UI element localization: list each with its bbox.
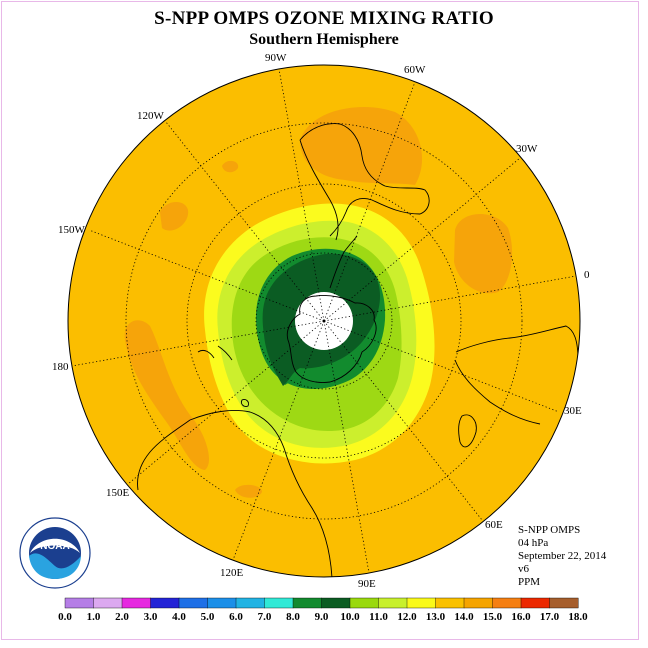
lon-label-60w: 60W [404,64,426,76]
colorbar-tick-label: 17.0 [540,611,560,623]
info-version: v6 [518,563,529,575]
lon-label-150e: 150E [106,487,130,499]
colorbar-tick-label: 16.0 [511,611,531,623]
coast-africa [454,325,579,425]
colorbar-tick-label: 11.0 [369,611,388,623]
colorbar-tick-label: 9.0 [315,611,329,623]
latitude-circle-45s [186,183,462,459]
colorbar-swatch [93,597,123,609]
coast-madagascar [458,414,477,448]
colorbar-tick-label: 8.0 [286,611,300,623]
colorbar-tick-label: 13.0 [426,611,446,623]
colorbar-tick-label: 6.0 [229,611,243,623]
colorbar-swatch [264,597,294,609]
lon-label-30e: 30E [564,405,582,417]
high-patch-pacific [124,320,210,470]
latitude-circle-60s [255,252,393,390]
map-title: S-NPP OMPS OZONE MIXING RATIO [154,8,494,29]
product-info: S-NPP OMPS 04 hPa September 22, 2014 v6 … [518,524,606,589]
meridian-150w [88,229,325,322]
coast-south-america-west [299,139,339,241]
meridian-150e [127,320,325,485]
coastlines [137,123,579,577]
latitude-circle-30s [125,122,523,520]
info-date: September 22, 2014 [518,550,607,562]
coast-australia [137,409,333,577]
high-patch-south-america [300,107,423,185]
colorbar-swatch [520,597,550,609]
lon-label-0: 0 [584,269,590,281]
noaa-logo: NOAA [19,517,91,589]
high-patch-small-2 [222,160,239,173]
colorbar-swatch [64,597,94,609]
info-instrument: S-NPP OMPS [518,524,581,536]
colorbar-tick-label: 15.0 [483,611,503,623]
colorbar-tick-label: 3.0 [144,611,158,623]
info-units: PPM [518,576,541,588]
high-patch-small-1 [160,201,189,231]
meridian-90e [323,320,370,574]
coast-tasmania [241,399,249,407]
meridian-90w [278,68,325,322]
colorbar-tick-label: 2.0 [115,611,129,623]
colorbar-swatch [150,597,180,609]
colorbar-swatch [435,597,465,609]
meridian-30w [323,157,521,322]
colorbar-tick-label: 5.0 [201,611,215,623]
colorbar-swatch [178,597,208,609]
graticule [71,68,577,574]
coast-south-america [299,123,430,237]
colorbar: 0.0 1.0 2.0 3.0 4.0 5.0 6.0 7.0 8.0 9.0 10.0 11.0 12… [58,597,588,623]
lon-label-120w: 120W [137,110,165,122]
lon-label-90e: 90E [358,578,376,590]
colorbar-swatch [321,597,351,609]
info-pressure: 04 hPa [518,537,549,549]
map-border [67,64,581,578]
coast-antarctica [286,295,377,383]
meridian-120w [165,121,325,322]
meridian-120e [232,320,325,561]
colorbar-tick-label: 10.0 [340,611,360,623]
map-subtitle: Southern Hemisphere [249,31,399,48]
lon-label-30w: 30W [516,143,538,155]
page-frame [1,1,639,640]
ozone-field [68,65,580,577]
colorbar-swatch [463,597,493,609]
meridian-0 [323,275,577,322]
colorbar-swatch [406,597,436,609]
coast-new-zealand [197,345,233,361]
colorbar-swatch [378,597,408,609]
high-patch-small-3 [235,484,262,498]
colorbar-swatch [292,597,322,609]
noaa-logo-text: NOAA [40,541,69,552]
meridian-30e [323,320,560,413]
colorbar-tick-label: 1.0 [87,611,101,623]
colorbar-swatch [349,597,379,609]
colorbar-tick-label: 18.0 [568,611,588,623]
meridian-180 [71,320,325,367]
colorbar-swatch [121,597,151,609]
meridian-60e [323,320,483,521]
coast-antarctic-peninsula [329,235,358,289]
colorbar-swatch [207,597,237,609]
colorbar-tick-label: 7.0 [258,611,272,623]
lon-label-60e: 60E [485,519,503,531]
colorbar-tick-label: 4.0 [172,611,186,623]
colorbar-swatch [492,597,522,609]
colorbar-tick-label: 0.0 [58,611,72,623]
colorbar-swatch [549,597,579,609]
colorbar-swatch [235,597,265,609]
lon-label-150w: 150W [58,224,86,236]
colorbar-tick-label: 12.0 [397,611,417,623]
lon-label-90w: 90W [265,52,287,64]
colorbar-tick-label: 14.0 [454,611,474,623]
lon-label-180: 180 [52,361,69,373]
meridian-60w [323,81,416,322]
longitude-labels: 0 30E 60E 90E 120E 150E 180 150W 120W 90… [52,52,590,590]
high-patch-atlantic [454,213,513,294]
lon-label-120e: 120E [220,567,244,579]
